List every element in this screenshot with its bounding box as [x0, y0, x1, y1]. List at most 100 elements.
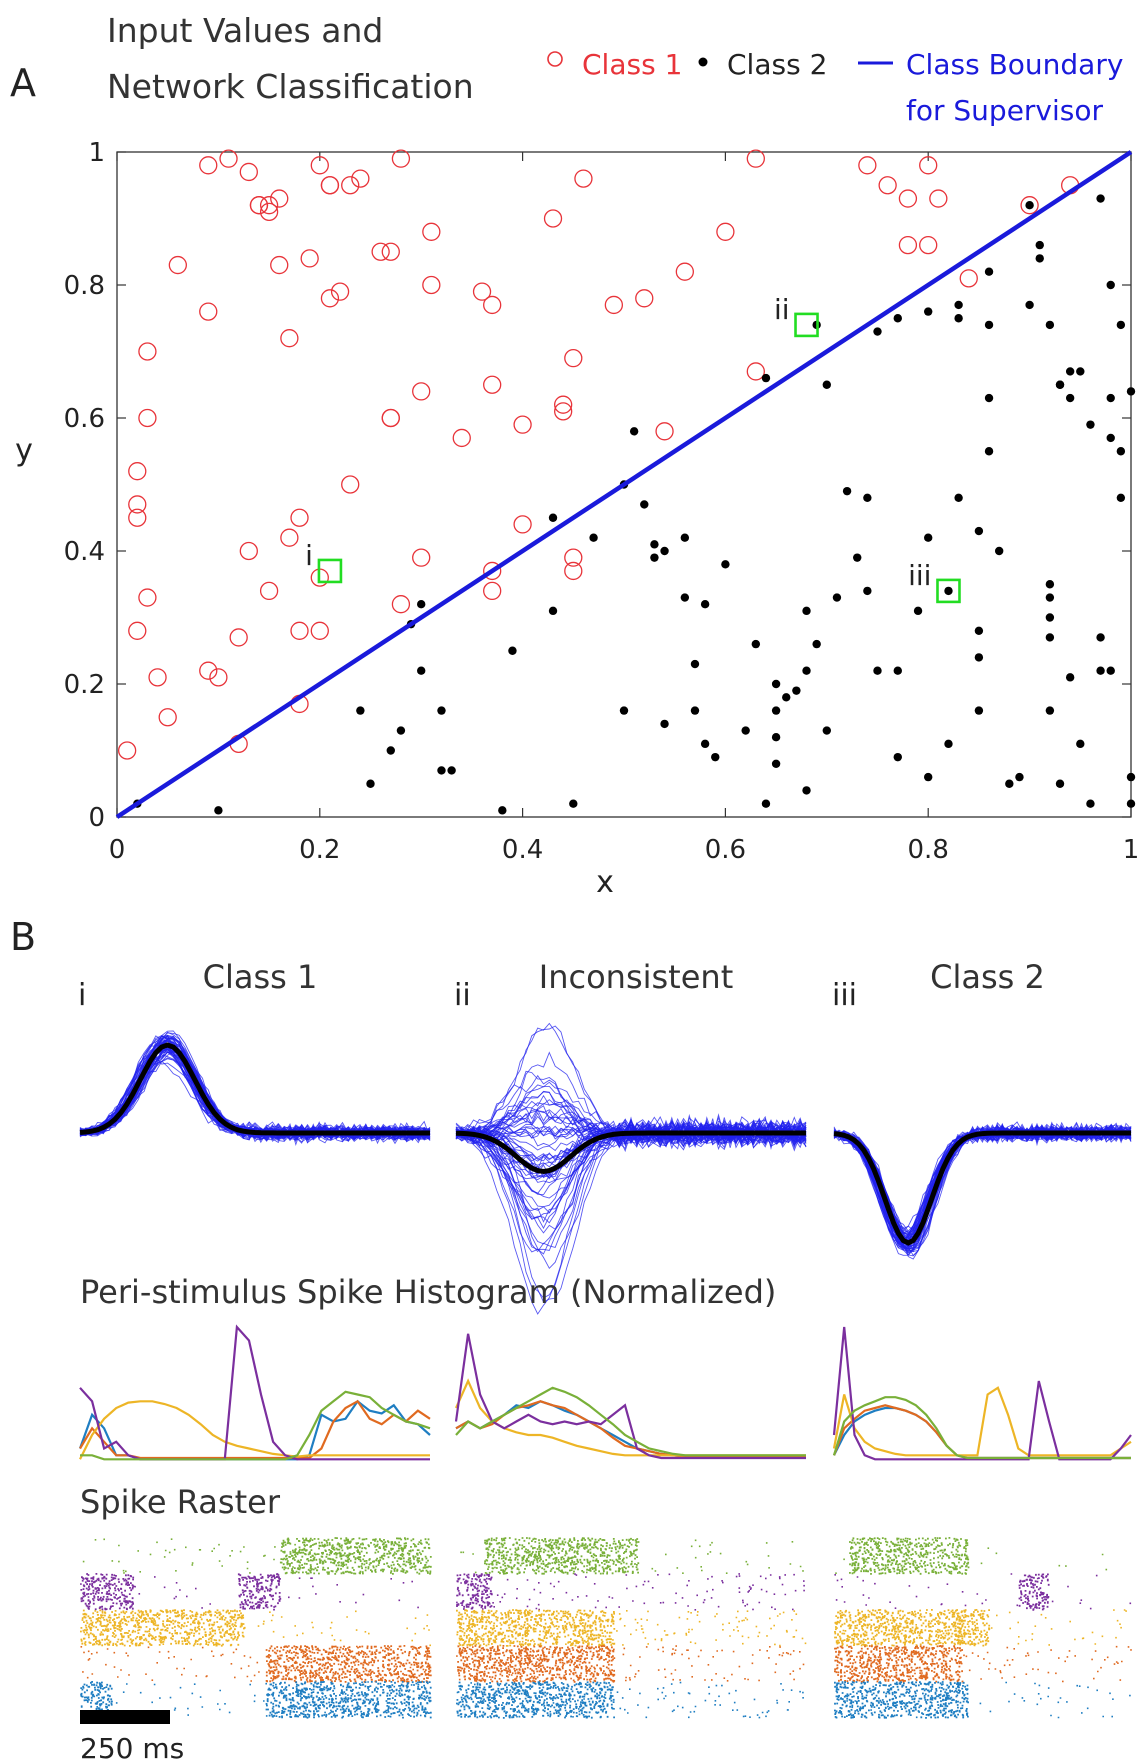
class2-point	[741, 726, 750, 735]
class2-point	[437, 706, 446, 715]
class2-point	[1015, 772, 1024, 782]
class2-point	[863, 586, 872, 596]
class1-point	[919, 156, 938, 175]
waveform-panels: i Class 1 ii Inconsistent iii Class 2	[78, 958, 1132, 1315]
class2-point	[417, 600, 426, 609]
histogram-line	[454, 1333, 806, 1460]
class1-point	[259, 202, 279, 222]
class1-point	[330, 282, 350, 301]
class1-point	[168, 255, 187, 275]
y-axis-label: y	[15, 433, 33, 468]
class1-point	[422, 275, 441, 295]
class1-point	[300, 249, 319, 268]
class2-point	[954, 314, 963, 323]
class2-point	[1116, 320, 1126, 330]
class2-point	[680, 593, 690, 602]
class2-point	[1045, 633, 1055, 642]
class2-point	[924, 533, 933, 542]
annotation-box	[936, 578, 961, 604]
class2-point	[548, 513, 558, 522]
y-tick-label: 0	[88, 803, 105, 833]
waveform-trace	[455, 1117, 807, 1184]
class1-point	[341, 176, 360, 195]
class1-point	[543, 209, 563, 228]
scatter-title-line1: Input Values and	[107, 11, 383, 50]
class2-point	[1065, 393, 1075, 403]
class1-point	[371, 242, 390, 261]
class2-point	[751, 639, 761, 649]
class2-point	[974, 526, 984, 536]
raster-row	[80, 1645, 432, 1683]
class2-point	[984, 267, 994, 276]
class2-point	[893, 314, 902, 323]
class1-point	[280, 528, 299, 547]
class1-point	[564, 548, 583, 567]
class2-point	[822, 726, 831, 735]
class1-point	[929, 189, 948, 208]
class2-point	[802, 606, 811, 616]
class1-point	[898, 235, 918, 255]
class2-point	[771, 679, 781, 689]
histogram-line	[832, 1396, 1131, 1460]
waveform-title: Class 1	[203, 958, 318, 996]
annotation-box	[317, 558, 343, 584]
class1-point	[259, 581, 279, 601]
class1-point	[574, 169, 593, 188]
histogram-line	[79, 1400, 430, 1460]
class2-point	[437, 766, 446, 775]
class2-point	[680, 533, 690, 542]
legend-boundary-label-line1: Class Boundary	[906, 48, 1123, 81]
legend-class1-marker	[547, 51, 563, 67]
class1-point	[138, 408, 157, 428]
histogram-panels	[78, 1324, 1132, 1461]
class1-point	[483, 375, 502, 394]
mean-waveform	[833, 1130, 1131, 1246]
mean-waveform	[455, 1130, 806, 1175]
class2-point	[1025, 300, 1034, 310]
class2-point	[1045, 613, 1055, 622]
raster-row	[82, 1537, 432, 1575]
class2-point	[802, 666, 811, 675]
waveform-trace	[455, 1085, 807, 1151]
raster-row	[460, 1537, 804, 1575]
annotation-label: i	[305, 539, 313, 572]
legend-boundary-label-line2: for Supervisor	[906, 94, 1104, 127]
raster-row	[834, 1681, 1131, 1719]
class2-point	[1045, 706, 1055, 715]
class2-point	[700, 739, 710, 749]
class1-point	[716, 222, 735, 241]
class2-point	[1116, 493, 1126, 502]
class2-point	[1045, 580, 1055, 589]
histogram-line	[832, 1386, 1132, 1457]
class1-point	[391, 149, 411, 168]
class2-point	[761, 373, 771, 383]
class2-point	[873, 666, 882, 675]
histogram-line	[80, 1390, 431, 1461]
class2-point	[1096, 194, 1105, 203]
raster-panels	[80, 1537, 1132, 1719]
class2-point	[650, 540, 659, 549]
class1-point	[249, 196, 269, 215]
class1-point	[412, 382, 431, 401]
raster-row	[456, 1645, 805, 1683]
y-tick-label: 1	[88, 138, 105, 168]
raster-row	[834, 1609, 1127, 1647]
class1-point	[513, 515, 532, 534]
y-tick-label: 0.8	[64, 271, 105, 301]
class1-point	[138, 588, 157, 607]
class2-point	[417, 666, 426, 675]
class1-point	[320, 289, 340, 308]
class2-point	[771, 759, 781, 768]
raster-row	[456, 1681, 804, 1719]
class2-point	[589, 533, 598, 542]
class2-point	[954, 493, 963, 502]
class2-point	[924, 307, 933, 316]
class1-point	[564, 348, 583, 368]
class2-point	[640, 500, 649, 509]
class1-point	[219, 149, 238, 168]
class2-point	[1116, 447, 1126, 456]
class2-point	[1035, 240, 1044, 250]
class1-point	[655, 422, 674, 441]
class1-point	[320, 176, 340, 195]
